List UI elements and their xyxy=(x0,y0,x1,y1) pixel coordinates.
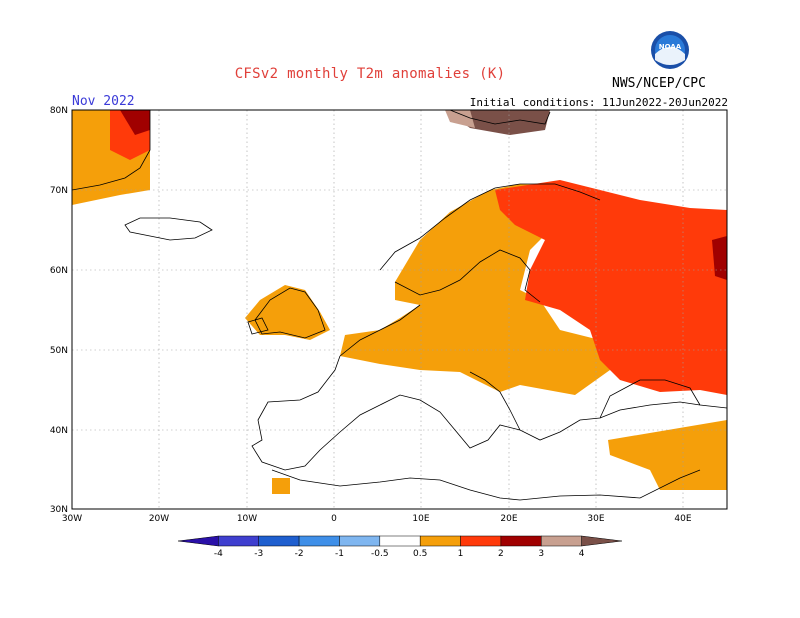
anomaly-greenland-darkred xyxy=(120,110,150,135)
colorbar: -4 -3 -2 -1 -0.5 0.5 1 2 3 4 xyxy=(177,535,623,559)
colorbar-swatch xyxy=(177,535,219,547)
anomaly-russia-red xyxy=(495,180,727,395)
colorbar-label: -2 xyxy=(295,549,304,559)
lon-tick: 20W xyxy=(149,514,169,524)
anomaly-svalbard-tan xyxy=(445,110,475,128)
anomaly-anatolia-orange xyxy=(608,420,727,490)
lat-axis: 80N 70N 60N 50N 40N 30N xyxy=(50,106,68,515)
graticule xyxy=(72,110,727,509)
lon-tick: 30W xyxy=(62,514,82,524)
lat-tick: 50N xyxy=(50,346,68,356)
lon-tick: 20E xyxy=(500,514,517,524)
lat-tick: 30N xyxy=(50,505,68,515)
colorbar-swatch xyxy=(298,535,340,547)
colorbar-label: 3 xyxy=(538,549,544,559)
colorbar-swatch xyxy=(541,535,582,547)
lon-tick: 40E xyxy=(674,514,691,524)
forecast-period: Nov 2022 xyxy=(72,94,135,109)
noaa-logo-icon: NOAA xyxy=(651,31,689,69)
svg-text:NOAA: NOAA xyxy=(659,43,682,51)
anomaly-britain-orange xyxy=(245,285,330,340)
colorbar-swatch xyxy=(258,535,300,547)
colorbar-swatch xyxy=(500,535,542,547)
colorbar-label: 2 xyxy=(498,549,504,559)
anomaly-iberia-orange xyxy=(272,478,290,494)
colorbar-label: 0.5 xyxy=(413,549,427,559)
colorbar-label: 4 xyxy=(579,549,585,559)
map-frame xyxy=(71,109,728,510)
lon-tick: 0 xyxy=(331,514,337,524)
colorbar-swatch xyxy=(218,535,259,547)
colorbar-swatch xyxy=(460,535,502,547)
anomaly-fields xyxy=(72,110,727,494)
colorbar-label: -1 xyxy=(335,549,344,559)
map-title: CFSv2 monthly T2m anomalies (K) xyxy=(234,66,506,82)
agency-label: NWS/NCEP/CPC xyxy=(612,76,706,91)
lat-tick: 70N xyxy=(50,186,68,196)
lat-tick: 40N xyxy=(50,426,68,436)
colorbar-label: 1 xyxy=(458,549,464,559)
initial-conditions: Initial conditions: 11Jun2022-20Jun2022 xyxy=(469,96,728,109)
colorbar-swatch xyxy=(419,535,461,547)
lon-tick: 10W xyxy=(237,514,257,524)
colorbar-swatch xyxy=(339,535,381,547)
lon-tick: 30E xyxy=(587,514,604,524)
lon-tick: 10E xyxy=(412,514,429,524)
lat-tick: 80N xyxy=(50,106,68,116)
colorbar-swatch xyxy=(379,535,421,547)
colorbar-label: -3 xyxy=(254,549,263,559)
colorbar-label: -0.5 xyxy=(371,549,389,559)
colorbar-label: -4 xyxy=(214,549,223,559)
anomaly-russia-darkred xyxy=(712,236,727,280)
colorbar-swatch xyxy=(581,535,623,547)
coastlines xyxy=(72,110,727,501)
lat-tick: 60N xyxy=(50,266,68,276)
lon-axis: 30W 20W 10W 0 10E 20E 30E 40E xyxy=(62,514,692,524)
